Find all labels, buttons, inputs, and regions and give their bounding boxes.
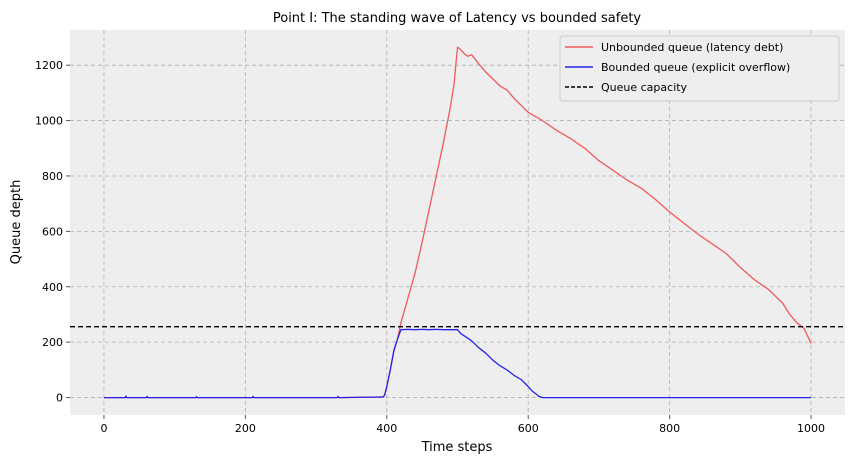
legend-label-bounded: Bounded queue (explicit overflow) <box>601 61 790 74</box>
chart-title: Point I: The standing wave of Latency vs… <box>273 11 642 26</box>
y-tick-label: 1200 <box>35 59 63 72</box>
bounded-queue-line <box>103 328 812 399</box>
y-axis-ticks: 0 200 400 600 800 1000 1200 <box>35 59 70 405</box>
x-tick-label: 1000 <box>797 422 825 435</box>
x-axis-ticks: 0 200 400 600 800 1000 <box>100 415 825 435</box>
y-axis-title: Queue depth <box>9 180 24 265</box>
legend: Unbounded queue (latency debt) Bounded q… <box>559 35 840 102</box>
legend-label-unbounded: Unbounded queue (latency debt) <box>601 41 783 54</box>
y-tick-label: 0 <box>56 392 63 405</box>
x-tick-label: 200 <box>235 422 256 435</box>
series-lines <box>70 46 845 399</box>
x-tick-label: 800 <box>659 422 680 435</box>
y-tick-label: 200 <box>42 336 63 349</box>
y-tick-label: 400 <box>42 281 63 294</box>
x-axis-title: Time steps <box>421 440 493 455</box>
x-tick-label: 400 <box>376 422 397 435</box>
y-tick-label: 800 <box>42 170 63 183</box>
y-tick-label: 600 <box>42 225 63 238</box>
x-tick-label: 0 <box>100 422 107 435</box>
legend-label-capacity: Queue capacity <box>601 81 688 94</box>
legend-box <box>559 35 840 102</box>
y-tick-label: 1000 <box>35 115 63 128</box>
x-tick-label: 600 <box>518 422 539 435</box>
